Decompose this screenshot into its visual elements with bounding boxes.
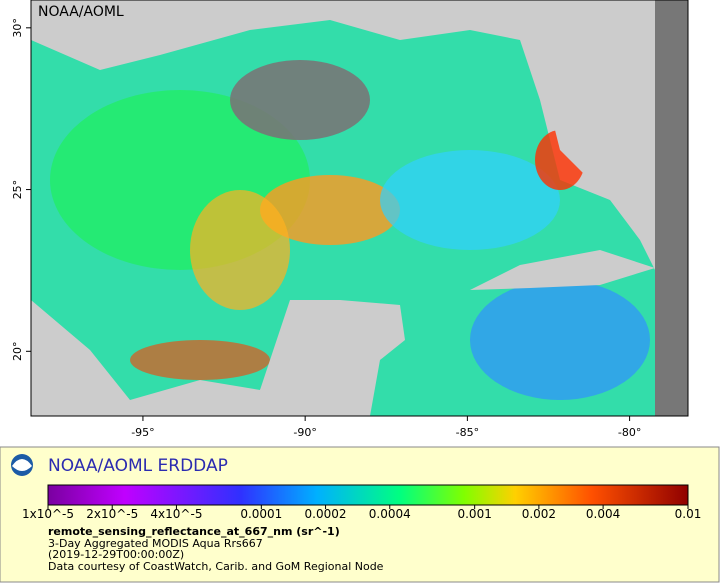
x-tick-label: -95° [131, 426, 154, 439]
colorbar-tick-label: 0.0002 [305, 507, 347, 521]
land-yucatan [260, 300, 405, 416]
legend-panel [0, 446, 720, 583]
colorbar-tick-label: 4x10^-5 [150, 507, 202, 521]
patch [470, 280, 650, 400]
plot-frame [30, 0, 689, 417]
y-tick-label: 30° [11, 18, 24, 38]
colorbar-tick-label: 0.0004 [369, 507, 411, 521]
x-tick-label: -80° [618, 426, 641, 439]
noaa-logo [11, 454, 33, 476]
colorbar-tick-label: 0.0001 [240, 507, 282, 521]
x-tick-label: -90° [293, 426, 316, 439]
colorbar [47, 484, 689, 506]
y-tick-label: 25° [11, 180, 24, 200]
land-florida [540, 0, 655, 200]
map-image [31, 0, 688, 416]
colorbar-tick-label: 0.001 [457, 507, 491, 521]
y-tick-label: 20° [11, 342, 24, 362]
corner-label: NOAA/AOML [38, 4, 124, 20]
land-cuba [470, 250, 655, 290]
patch [380, 150, 560, 250]
legend-title: NOAA/AOML ERDDAP [48, 456, 228, 476]
patch [190, 190, 290, 310]
colorbar-tick-label: 1x10^-5 [22, 507, 74, 521]
colorbar-ticks: 1x10^-5 2x10^-5 4x10^-5 0.0001 0.0002 0.0004 0… [22, 505, 701, 521]
no-data [655, 0, 688, 416]
no-data [230, 60, 370, 140]
colorbar-tick-label: 2x10^-5 [86, 507, 138, 521]
x-tick-label: -85° [456, 426, 479, 439]
info-line: 3-Day Aggregated MODIS Aqua Rrs667 [48, 537, 263, 550]
colorbar-tick-label: 0.002 [522, 507, 556, 521]
patch [130, 340, 270, 380]
info-line: (2019-12-29T00:00:00Z) [48, 548, 184, 561]
label-bg [31, 0, 121, 22]
colorbar-tick-label: 0.01 [675, 507, 702, 521]
axes: -95° -90° -85° -80° 20° 25° 30° [11, 18, 641, 439]
patch [260, 175, 400, 245]
variable-name: remote_sensing_reflectance_at_667_nm (sr… [48, 525, 340, 538]
colorbar-tick-label: 0.004 [586, 507, 620, 521]
info-line: Data courtesy of CoastWatch, Carib. and … [48, 560, 384, 573]
